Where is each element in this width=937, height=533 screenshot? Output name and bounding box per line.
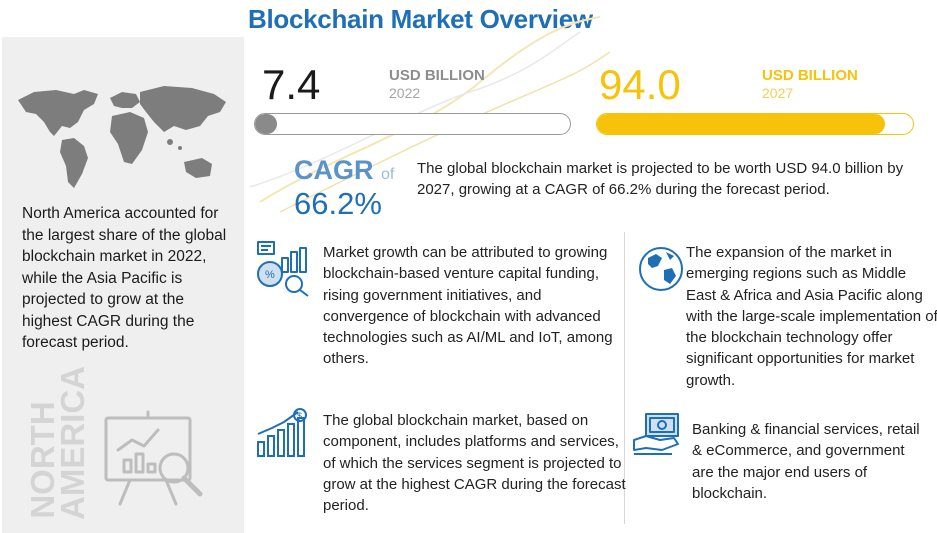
progress-fill-2027 (597, 114, 885, 134)
analytics-board-icon (104, 410, 203, 506)
svg-text:%: % (265, 269, 275, 281)
progress-fill-2022 (255, 114, 278, 134)
svg-text:$: $ (297, 411, 302, 421)
globe-icon (639, 247, 683, 291)
component-text: The global blockchain market, based on c… (323, 412, 626, 515)
north-america-summary: North America accounted for the largest … (22, 205, 227, 351)
background-curves (250, 16, 610, 212)
page-title: Blockchain Market Overview (248, 4, 593, 34)
end-users-text: Banking & financial services, retail & e… (692, 421, 920, 502)
market-expansion-text: The expansion of the market in emerging … (686, 244, 937, 389)
unit-2027: USD BILLION (762, 67, 858, 84)
year-2022: 2022 (389, 85, 421, 101)
year-2027: 2027 (762, 85, 794, 101)
cagr-of-text: of (381, 166, 395, 183)
world-map-icon (18, 86, 226, 188)
progress-bar-2027 (596, 113, 914, 135)
market-growth-text: Market growth can be attributed to growi… (323, 244, 613, 368)
progress-bar-2022 (254, 113, 571, 135)
region-vertical-label: NORTH AMERICA (14, 366, 114, 520)
value-2027: 94.0 (599, 61, 681, 108)
cagr-label: CAGR of (294, 155, 394, 186)
market-growth-icon: % (257, 241, 309, 297)
value-2022: 7.4 (262, 61, 321, 108)
cagr-description: The global blockchain market is projecte… (417, 160, 904, 199)
cagr-label-text: CAGR (294, 155, 374, 185)
unit-2022: USD BILLION (389, 67, 485, 84)
column-divider (624, 232, 625, 524)
region-label-line2: AMERICA (54, 366, 91, 520)
cagr-value: 66.2% (294, 186, 382, 221)
growth-chart-icon: $ (257, 408, 307, 457)
money-icon (633, 413, 679, 455)
